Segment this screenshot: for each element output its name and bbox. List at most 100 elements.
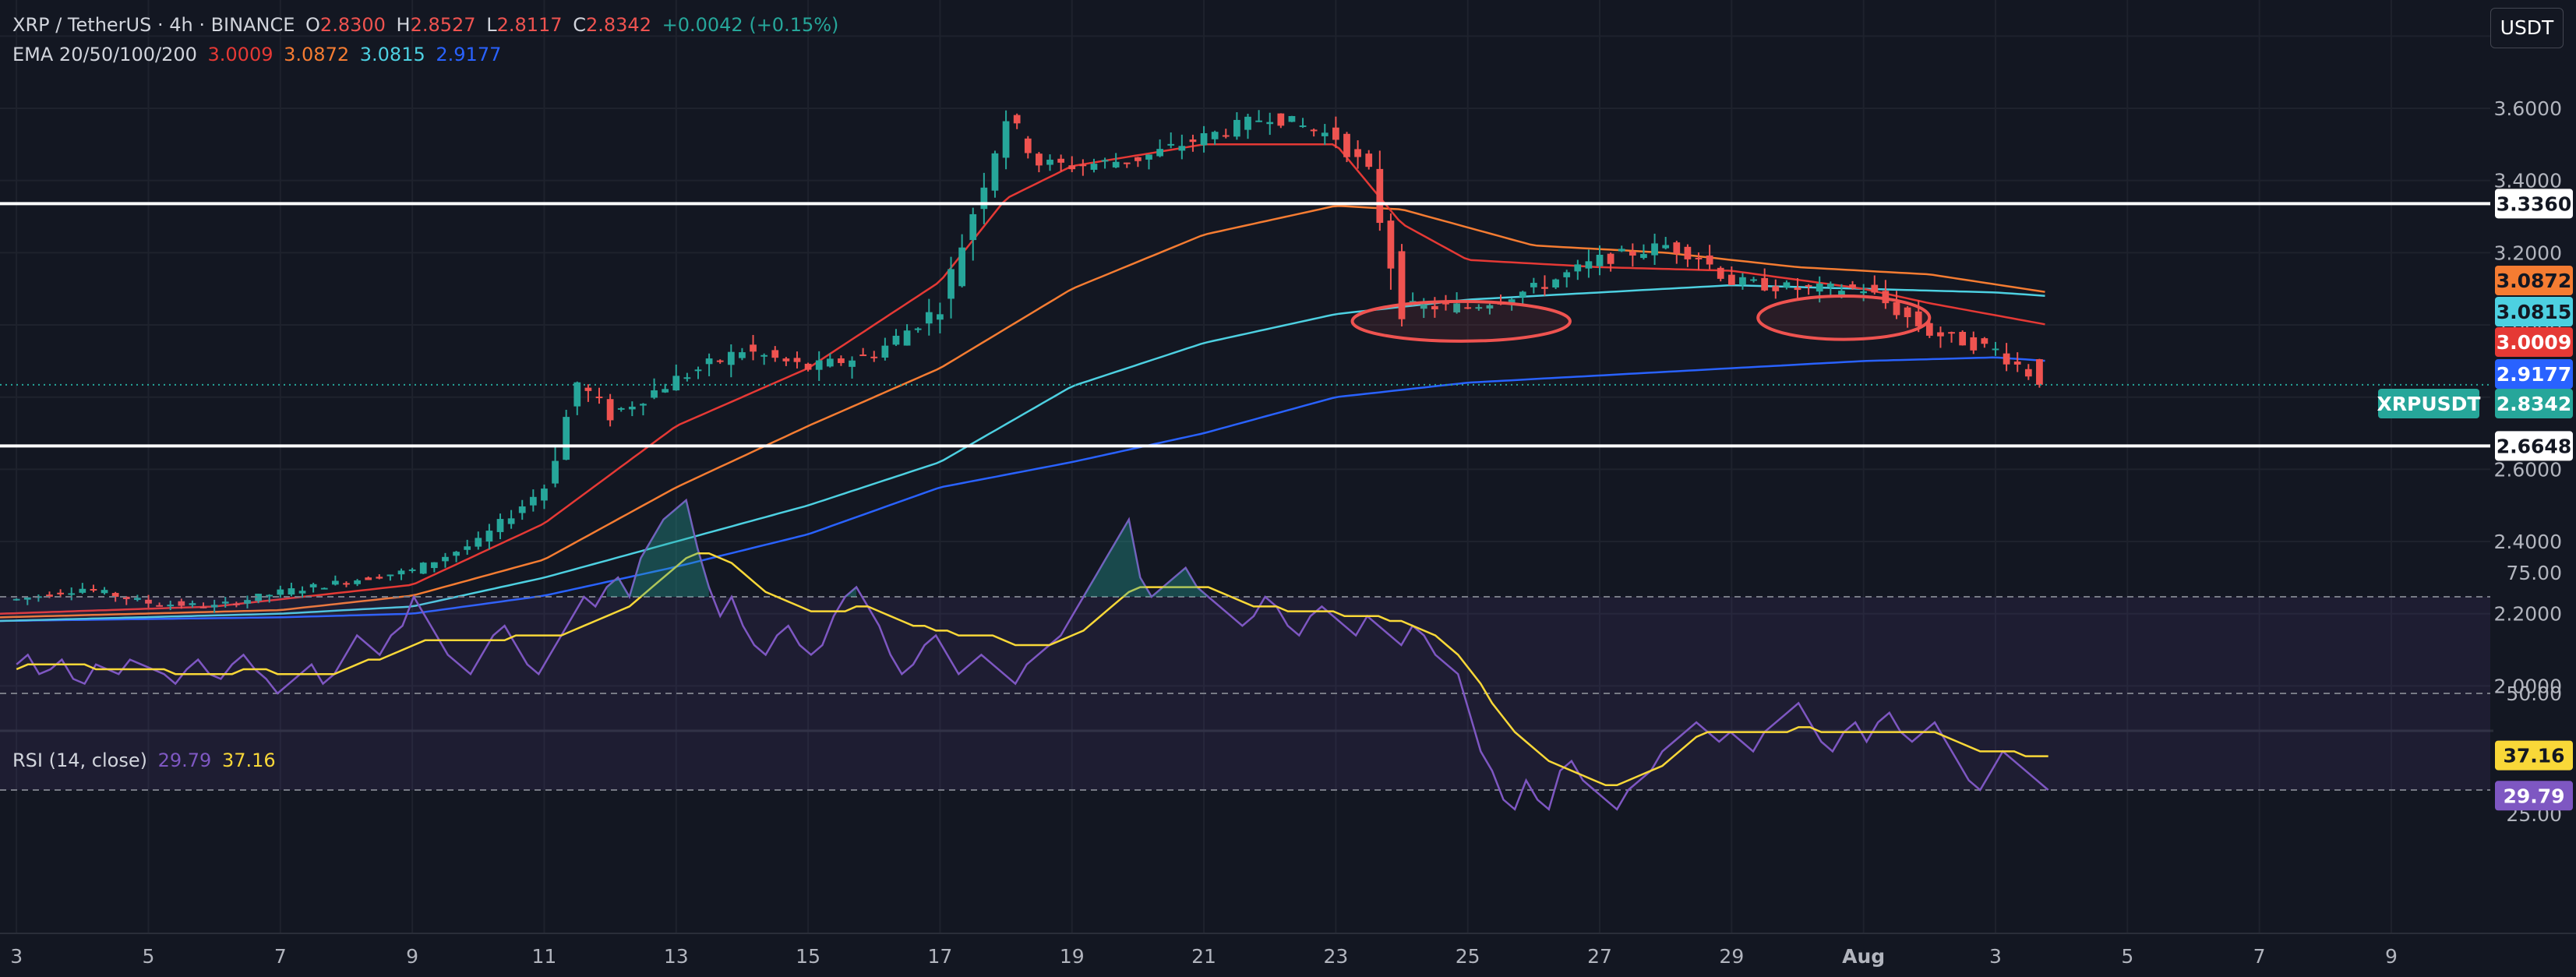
- candle-up: [573, 382, 581, 407]
- time-tick-label: Aug: [1842, 945, 1885, 968]
- time-tick-label: 7: [274, 945, 287, 968]
- candle-down: [1871, 284, 1879, 293]
- rsi-value-tag-bg: [2495, 781, 2573, 811]
- candle-down: [1024, 138, 1032, 153]
- candle-down: [1673, 242, 1681, 254]
- ohlc-low: L2.8117: [486, 14, 562, 36]
- candle-up: [167, 605, 175, 607]
- candle-up: [475, 538, 482, 547]
- candle-up: [1816, 283, 1823, 292]
- candle-up: [221, 601, 229, 604]
- candle-up: [1585, 261, 1593, 269]
- candle-up: [1739, 277, 1746, 285]
- time-tick-label: 15: [796, 945, 820, 968]
- ema20-line: [0, 143, 2045, 615]
- candle-up: [1486, 305, 1494, 309]
- candle-up: [672, 376, 680, 391]
- candle-down: [1684, 246, 1692, 259]
- candle-down: [1914, 311, 1922, 326]
- candle-down: [232, 603, 240, 605]
- ohlc-close: C2.8342: [573, 14, 651, 36]
- level-tag-bg: [2495, 189, 2573, 219]
- candle-down: [1970, 337, 1978, 351]
- candle-up: [1992, 348, 1999, 351]
- rsi-overbought-fill: [606, 500, 709, 597]
- price-tick-label: 2.4000: [2494, 531, 2562, 553]
- candle-down: [1904, 307, 1911, 318]
- candle-up: [397, 570, 405, 575]
- candle-down: [1727, 274, 1735, 285]
- candle-up: [485, 531, 493, 542]
- candle-up: [1288, 115, 1296, 122]
- candle-down: [1036, 153, 1043, 166]
- candle-down: [595, 397, 603, 399]
- candle-down: [1079, 164, 1087, 167]
- candle-down: [1959, 331, 1967, 346]
- candle-up: [453, 552, 460, 556]
- candle-up: [1596, 254, 1604, 266]
- candle-up: [1651, 243, 1658, 256]
- rsi-tick-label: 75.00: [2506, 562, 2562, 584]
- level-tag: 2.6648: [2497, 435, 2571, 457]
- time-tick-label: 19: [1060, 945, 1085, 968]
- candle-up: [244, 600, 251, 604]
- symbol-header: XRP / TetherUS · 4h · BINANCE O2.8300 H2…: [12, 14, 843, 36]
- pattern-ellipse: [1756, 294, 1932, 341]
- candle-up: [1101, 160, 1109, 162]
- candle-up: [12, 598, 20, 601]
- candle-up: [1519, 291, 1526, 298]
- candle-up: [507, 518, 515, 524]
- candle-down: [1706, 255, 1713, 265]
- candle-up: [23, 597, 31, 600]
- candle-up: [386, 574, 394, 577]
- price-tick-label: 2.0000: [2494, 675, 2562, 697]
- candle-down: [606, 399, 614, 421]
- ema-legend: EMA 20/50/100/200 3.0009 3.0872 3.0815 2…: [12, 44, 506, 65]
- candle-up: [1783, 282, 1791, 287]
- candle-down: [584, 387, 592, 391]
- rsi-ma-value: 37.16: [221, 750, 276, 771]
- candle-up: [331, 580, 339, 585]
- candle-up: [958, 247, 966, 287]
- rsi-tick-label: 50.00: [2506, 682, 2562, 705]
- pattern-ellipse: [1350, 299, 1572, 343]
- candle-down: [1629, 251, 1636, 256]
- price-tick-label: 2.2000: [2494, 603, 2562, 626]
- candle-up: [563, 417, 570, 460]
- candle-down: [859, 354, 867, 357]
- price-tag-bg: [2495, 327, 2573, 357]
- ema-lines: [0, 143, 2045, 623]
- high-value: 2.8527: [410, 14, 476, 36]
- candle-up: [705, 358, 713, 365]
- time-tick-label: 17: [928, 945, 953, 968]
- time-tick-label: 5: [2121, 945, 2133, 968]
- time-tick-label: 9: [406, 945, 418, 968]
- candle-up: [419, 563, 427, 574]
- time-tick-label: 29: [1719, 945, 1744, 968]
- pattern-ellipses[interactable]: [1350, 294, 1932, 343]
- open-value: 2.8300: [319, 14, 386, 36]
- candle-up: [1574, 264, 1582, 272]
- candle-up: [1255, 120, 1262, 122]
- candle-up: [683, 377, 691, 379]
- currency-button[interactable]: USDT: [2490, 8, 2564, 48]
- candle-up: [430, 562, 438, 569]
- symbol-tag: XRPUSDT: [2377, 393, 2481, 415]
- candle-up: [1321, 132, 1329, 136]
- candle-down: [199, 606, 207, 608]
- price-tick-label: 2.6000: [2494, 458, 2562, 481]
- candle-up: [991, 153, 999, 191]
- price-tag: 3.0872: [2497, 270, 2571, 292]
- horizontal-levels[interactable]: [0, 202, 2490, 448]
- price-tag: 2.8342: [2497, 393, 2571, 415]
- time-tick-label: 13: [664, 945, 689, 968]
- candle-up: [1662, 245, 1670, 249]
- candle-up: [1244, 116, 1251, 130]
- candle-up: [1530, 283, 1537, 287]
- candle-down: [793, 358, 801, 362]
- candle-up: [1211, 132, 1219, 139]
- candle-up: [1156, 149, 1163, 157]
- candle-down: [782, 358, 790, 362]
